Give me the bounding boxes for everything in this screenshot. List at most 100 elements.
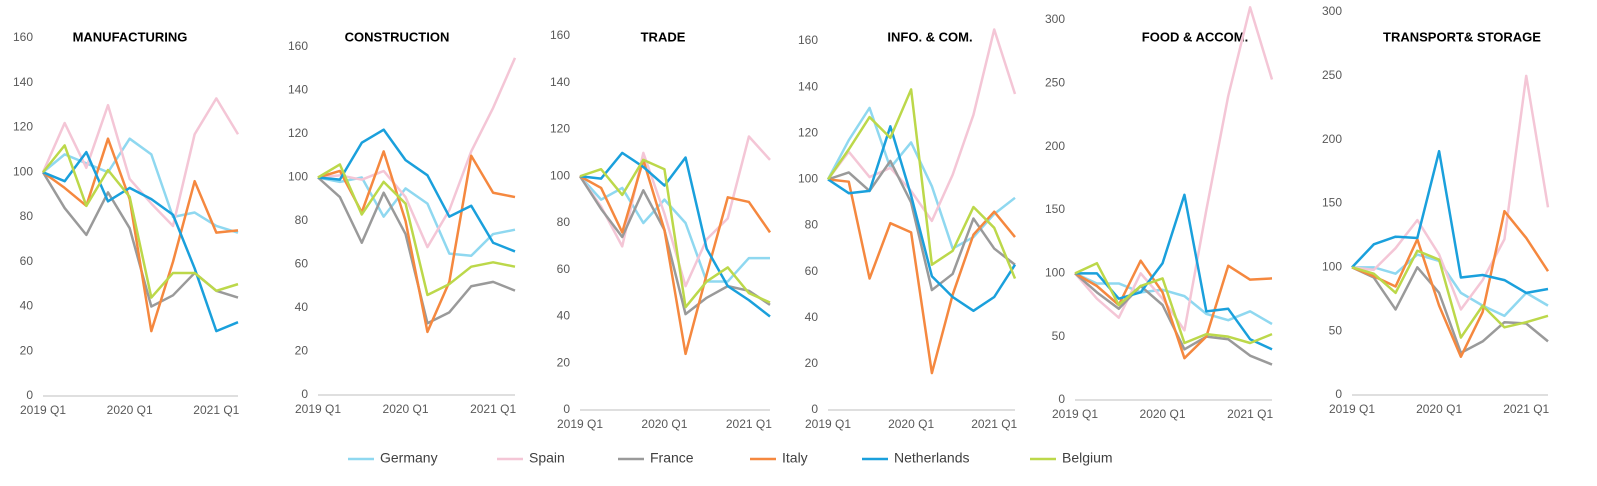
y-tick-label: 40 <box>295 300 309 314</box>
y-tick-label: 0 <box>1058 392 1065 406</box>
series-line <box>317 57 517 249</box>
y-tick-label: 140 <box>550 75 570 89</box>
y-tick-label: 140 <box>13 75 33 89</box>
legend-item: Germany <box>348 450 438 466</box>
panel: TRANSPORT& STORAGE 0 50 100 150 200 250 300 2019… <box>1322 4 1550 416</box>
y-tick-label: 250 <box>1322 68 1342 82</box>
x-tick-label: 2020 Q1 <box>107 403 153 417</box>
y-tick-label: 140 <box>288 83 308 97</box>
series-line <box>1351 266 1549 355</box>
series-line <box>579 175 770 283</box>
y-tick-label: 0 <box>1335 387 1342 401</box>
x-tick-label: 2020 Q1 <box>1416 402 1462 416</box>
panel: FOOD & ACCOM. 0 50 100 150 200 250 300 2019 Q1 20… <box>1045 6 1273 421</box>
x-tick-label: 2020 Q1 <box>641 417 687 431</box>
x-tick-label: 2020 Q1 <box>888 417 934 431</box>
series-line <box>827 28 1017 223</box>
series-line <box>827 125 1017 313</box>
y-tick-label: 100 <box>1322 260 1342 274</box>
panel: TRADE 0 20 40 60 80 100 120 140 160 2019 Q1 2020 Q1… <box>550 28 772 431</box>
series-line <box>827 178 1016 375</box>
y-tick-label: 80 <box>557 215 571 229</box>
y-tick-label: 100 <box>1045 266 1065 280</box>
y-tick-label: 50 <box>1329 323 1343 337</box>
legend-label: Netherlands <box>894 450 970 466</box>
y-tick-label: 80 <box>805 218 819 232</box>
series-line <box>42 144 239 299</box>
chart-title: MANUFACTURING <box>73 29 188 44</box>
series-line <box>826 88 1017 280</box>
x-tick-label: 2021 Q1 <box>1503 402 1549 416</box>
panel: CONSTRUCTION 0 20 40 60 80 100 120 140 160 2019 Q1… <box>288 29 516 416</box>
chart-title: CONSTRUCTION <box>345 29 450 44</box>
y-tick-label: 0 <box>26 388 33 402</box>
x-tick-label: 2021 Q1 <box>1227 407 1273 421</box>
legend-item: France <box>618 450 694 466</box>
legend-item: Spain <box>497 450 565 466</box>
series-line <box>41 97 240 228</box>
y-tick-label: 100 <box>13 164 33 178</box>
legend-label: Belgium <box>1062 450 1113 466</box>
y-tick-label: 60 <box>557 262 571 276</box>
y-tick-label: 140 <box>798 79 818 93</box>
chart-title: TRADE <box>641 29 686 44</box>
y-tick-label: 160 <box>550 28 570 42</box>
y-tick-label: 200 <box>1322 132 1342 146</box>
series-line <box>1352 253 1549 318</box>
y-tick-label: 40 <box>805 310 819 324</box>
y-tick-label: 200 <box>1045 139 1065 153</box>
y-tick-label: 40 <box>557 309 571 323</box>
series-line <box>1351 249 1549 339</box>
y-tick-label: 300 <box>1045 12 1065 26</box>
x-tick-label: 2021 Q1 <box>726 417 772 431</box>
x-tick-label: 2019 Q1 <box>557 417 603 431</box>
y-tick-label: 250 <box>1045 76 1065 90</box>
y-tick-label: 20 <box>295 344 309 358</box>
y-tick-label: 120 <box>288 126 308 140</box>
legend-item: Belgium <box>1030 450 1113 466</box>
y-tick-label: 40 <box>20 299 34 313</box>
y-tick-label: 160 <box>798 33 818 47</box>
y-tick-label: 0 <box>811 402 818 416</box>
y-tick-label: 80 <box>295 213 309 227</box>
series-line <box>1351 209 1550 358</box>
series-line <box>1351 74 1550 311</box>
series-line <box>42 150 239 333</box>
y-tick-label: 50 <box>1052 329 1066 343</box>
x-tick-label: 2019 Q1 <box>20 403 66 417</box>
y-tick-label: 0 <box>563 402 570 416</box>
legend-label: Germany <box>380 450 438 466</box>
series-line <box>827 159 1016 292</box>
y-tick-label: 100 <box>550 168 570 182</box>
y-tick-label: 80 <box>20 209 34 223</box>
chart-title: FOOD & ACCOM. <box>1142 29 1248 44</box>
series-line <box>317 128 516 253</box>
y-tick-label: 300 <box>1322 4 1342 18</box>
y-tick-label: 20 <box>557 355 571 369</box>
series-line <box>42 137 239 234</box>
legend-label: France <box>650 450 694 466</box>
x-tick-label: 2021 Q1 <box>193 403 239 417</box>
y-tick-label: 120 <box>550 122 570 136</box>
series-line <box>578 175 771 316</box>
series-line <box>578 135 771 288</box>
series-line <box>317 176 516 258</box>
series-line <box>579 158 772 356</box>
legend-item: Italy <box>750 450 808 466</box>
x-tick-label: 2020 Q1 <box>383 402 429 416</box>
legend-label: Spain <box>529 450 565 466</box>
series-line <box>317 163 516 297</box>
y-tick-label: 60 <box>805 264 819 278</box>
y-tick-label: 60 <box>295 257 309 271</box>
y-tick-label: 100 <box>798 172 818 186</box>
x-tick-label: 2020 Q1 <box>1140 407 1186 421</box>
series-line <box>42 137 239 333</box>
y-tick-label: 150 <box>1322 196 1342 210</box>
panel: MANUFACTURING 0 20 40 60 80 100 120 140 160 2019 Q… <box>13 29 240 417</box>
series-line <box>826 106 1016 250</box>
x-tick-label: 2019 Q1 <box>1052 407 1098 421</box>
chart-title: TRANSPORT& STORAGE <box>1383 29 1541 44</box>
y-tick-label: 100 <box>288 170 308 184</box>
y-tick-label: 160 <box>13 30 33 44</box>
